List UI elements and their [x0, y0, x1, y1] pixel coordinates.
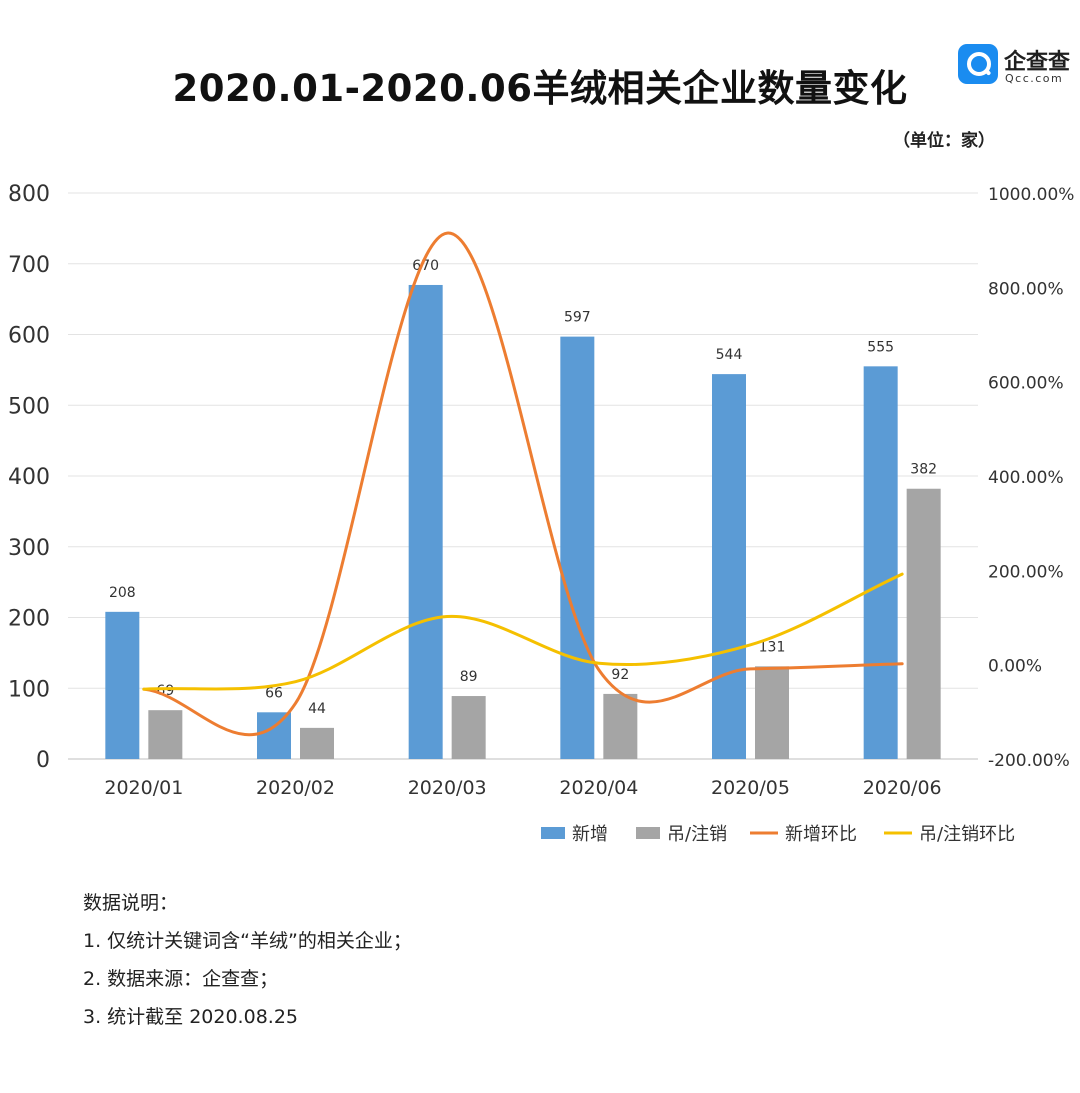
line-new-mom: [142, 231, 904, 737]
legend-label: 新增环比: [785, 824, 857, 845]
unit-label: （单位：家）: [893, 131, 995, 151]
legend-swatch: [636, 827, 660, 839]
x-tick-label: 2020/01: [104, 777, 183, 799]
note-item: 2. 数据来源：企查查；: [83, 968, 279, 990]
y-left-tick-label: 100: [8, 677, 50, 702]
data-label: 670: [412, 258, 439, 274]
y-left-tick-label: 300: [8, 536, 50, 561]
note-item: 3. 统计截至 2020.08.25: [83, 1006, 298, 1028]
bar-cancelled: [906, 488, 941, 759]
magnifier-icon: [958, 44, 998, 84]
bar-cancelled: [148, 710, 183, 759]
y-right-tick-label: 600.00%: [988, 374, 1064, 394]
y-right-tick-label: 200.00%: [988, 562, 1064, 582]
y-right-tick-label: 0.00%: [988, 657, 1042, 677]
y-left-tick-label: 500: [8, 394, 50, 419]
y-left-tick-label: 200: [8, 607, 50, 632]
data-notes: 数据说明： 1. 仅统计关键词含“羊绒”的相关企业； 2. 数据来源：企查查； …: [83, 884, 412, 1036]
x-tick-label: 2020/02: [256, 777, 335, 799]
y-left-tick-label: 700: [8, 253, 50, 278]
note-item: 1. 仅统计关键词含“羊绒”的相关企业；: [83, 930, 412, 952]
bar-new: [105, 611, 140, 759]
bar-cancelled: [603, 693, 638, 759]
data-label: 66: [265, 685, 283, 701]
y-right-tick-label: 800.00%: [988, 279, 1064, 299]
data-label: 208: [109, 585, 136, 601]
y-right-tick-label: 1000.00%: [988, 185, 1074, 205]
chart: 0 100 200 300 400 500 600 700 800 -200.00% 0.00% 20…: [8, 182, 1074, 845]
bar-cancelled: [451, 696, 486, 759]
qcc-logo: 企查查 Qcc.com: [958, 44, 1078, 88]
bar-new: [408, 284, 443, 759]
data-label: 89: [460, 669, 478, 685]
data-label: 597: [564, 310, 591, 326]
chart-title: 2020.01-2020.06羊绒相关企业数量变化: [172, 67, 908, 110]
logo-sub: Qcc.com: [1005, 72, 1064, 85]
bar-new: [257, 712, 291, 759]
y-left-tick-label: 800: [8, 182, 50, 207]
bar-new: [863, 366, 898, 759]
data-label: 555: [867, 339, 894, 355]
legend-label: 吊/注销: [667, 824, 727, 845]
line-cancelled-mom: [142, 572, 904, 691]
bar-new: [712, 374, 746, 759]
y-right-tick-label: 400.00%: [988, 468, 1064, 488]
notes-heading: 数据说明：: [83, 892, 179, 914]
y-left-tick-label: 0: [36, 748, 50, 773]
data-label: 131: [759, 639, 786, 655]
data-label: 544: [716, 347, 743, 363]
logo-name: 企查查: [1004, 50, 1071, 75]
bar-cancelled: [755, 666, 789, 759]
data-label: 44: [308, 701, 326, 717]
y-right-tick-label: -200.00%: [988, 751, 1070, 771]
y-left-tick-label: 600: [8, 324, 50, 349]
data-label: 382: [910, 462, 937, 478]
y-left-tick-label: 400: [8, 465, 50, 490]
x-tick-label: 2020/04: [559, 777, 638, 799]
data-label: 92: [611, 667, 629, 683]
x-tick-label: 2020/03: [408, 777, 487, 799]
x-tick-label: 2020/05: [711, 777, 790, 799]
legend-label: 吊/注销环比: [919, 824, 1015, 845]
bar-new: [560, 336, 595, 759]
legend-label: 新增: [572, 824, 608, 845]
x-tick-label: 2020/06: [863, 777, 942, 799]
legend-swatch: [541, 827, 565, 839]
bar-cancelled: [300, 727, 334, 759]
